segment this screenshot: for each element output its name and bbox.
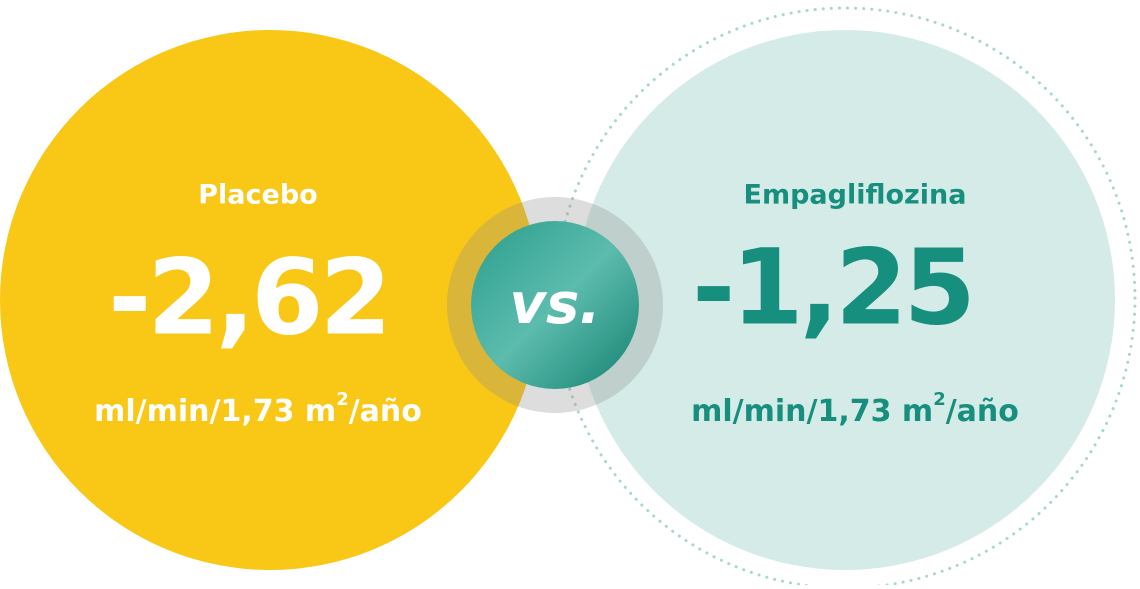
unit-suffix: /año — [946, 394, 1019, 429]
unit-main: ml/min/1,73 m — [691, 394, 933, 429]
placebo-circle — [0, 30, 540, 570]
unit-superscript: 2 — [336, 389, 349, 410]
group-label: Empagliflozina — [744, 180, 967, 211]
unit-superscript: 2 — [933, 389, 946, 410]
group-label: Placebo — [198, 180, 317, 211]
empagliflozina-circle — [575, 30, 1115, 570]
unit-suffix: /año — [349, 394, 422, 429]
dotted-ring — [553, 6, 1137, 589]
group-value: -2,62 — [108, 236, 388, 358]
group-unit: ml/min/1,73 m2/año — [94, 389, 422, 429]
vs-circle — [471, 221, 639, 389]
group-value: -1,25 — [692, 226, 972, 348]
unit-main: ml/min/1,73 m — [94, 394, 336, 429]
group-unit: ml/min/1,73 m2/año — [691, 389, 1019, 429]
vs-text: vs. — [509, 272, 600, 337]
